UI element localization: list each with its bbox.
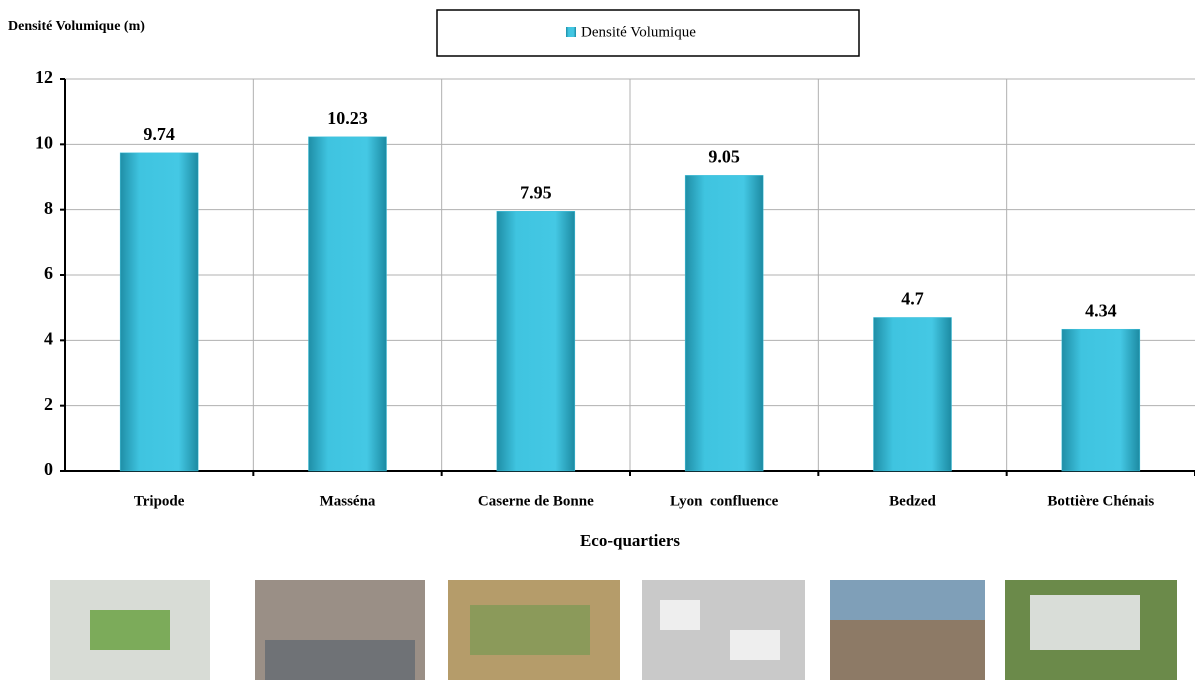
chart-title: Densité Volumique (m) bbox=[8, 19, 145, 34]
data-label: 7.95 bbox=[520, 182, 552, 202]
y-tick-label: 4 bbox=[44, 328, 53, 348]
legend-label: Densité Volumique bbox=[581, 24, 696, 40]
thumbnail-detail bbox=[1030, 595, 1140, 650]
x-tick-label: Tripode bbox=[134, 493, 185, 509]
y-tick-label: 2 bbox=[44, 394, 53, 414]
data-label: 4.7 bbox=[901, 289, 924, 309]
data-label: 10.23 bbox=[327, 108, 368, 128]
x-tick-label: Masséna bbox=[320, 493, 376, 509]
x-tick-label: Bottière Chénais bbox=[1047, 493, 1154, 509]
bar bbox=[873, 317, 952, 472]
thumbnail-detail bbox=[470, 605, 590, 655]
y-tick-label: 0 bbox=[44, 459, 53, 479]
x-tick-label: Bedzed bbox=[889, 493, 936, 509]
y-tick-label: 8 bbox=[44, 198, 53, 218]
legend-box bbox=[436, 9, 860, 57]
y-tick-label: 12 bbox=[35, 67, 53, 87]
data-label: 4.34 bbox=[1085, 300, 1117, 320]
thumbnails bbox=[50, 580, 1177, 680]
y-tick-label: 6 bbox=[44, 263, 53, 283]
y-tick-label: 10 bbox=[35, 132, 53, 152]
bar bbox=[684, 175, 764, 472]
thumbnail-detail bbox=[90, 610, 170, 650]
bar bbox=[496, 211, 576, 472]
data-label: 9.74 bbox=[143, 124, 175, 144]
thumbnail-detail bbox=[660, 600, 700, 630]
legend-swatch bbox=[566, 27, 576, 37]
bar bbox=[308, 136, 387, 472]
bar bbox=[1061, 328, 1141, 472]
x-tick-label: Caserne de Bonne bbox=[478, 493, 594, 509]
x-axis-label: Eco-quartiers bbox=[580, 531, 680, 550]
thumbnail-detail bbox=[265, 640, 415, 680]
bar bbox=[119, 152, 199, 472]
data-label: 9.05 bbox=[708, 146, 740, 166]
thumbnail-detail bbox=[730, 630, 780, 660]
thumbnail-detail bbox=[830, 620, 985, 680]
x-tick-label: Lyon confluence bbox=[670, 493, 779, 509]
